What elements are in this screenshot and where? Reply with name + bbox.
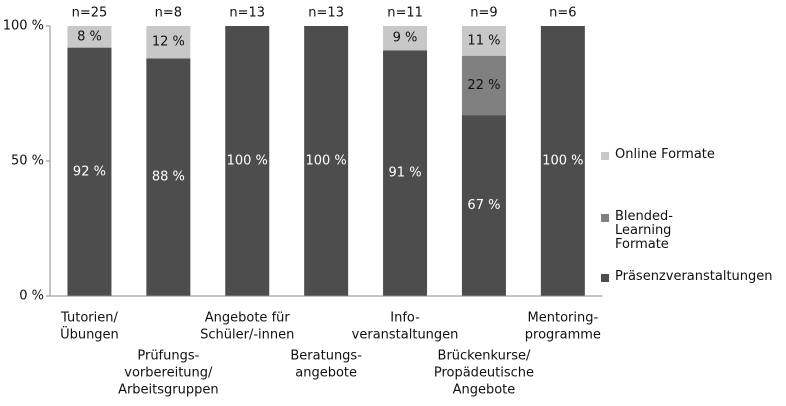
x-tick-label: Übungen bbox=[60, 326, 119, 343]
legend-item: Präsenzveranstaltungen bbox=[598, 270, 785, 284]
bar-segment bbox=[540, 26, 585, 296]
value-label: 22 % bbox=[467, 78, 500, 93]
n-label: n=13 bbox=[229, 6, 265, 21]
x-tick-label: Angebote für bbox=[205, 311, 291, 326]
bar-segment bbox=[146, 58, 191, 297]
legend-swatch bbox=[601, 152, 609, 160]
x-tick-label: Propädeutische bbox=[434, 366, 534, 381]
value-label: 67 % bbox=[467, 198, 500, 213]
legend-label: Präsenzveranstaltungen bbox=[615, 269, 773, 284]
value-label: 11 % bbox=[467, 33, 500, 48]
x-tick-label: Info- bbox=[390, 311, 420, 326]
x-tick-label: Brückenkurse/ bbox=[438, 349, 531, 364]
bar-segment bbox=[67, 47, 112, 296]
legend-swatch bbox=[601, 274, 609, 282]
legend-label: Blended-Learning Formate bbox=[615, 209, 673, 252]
bar-segment bbox=[383, 50, 428, 296]
y-tick-label: 100 % bbox=[3, 19, 44, 34]
bar-segment bbox=[67, 26, 112, 48]
x-tick-label: angebote bbox=[295, 366, 357, 381]
bar-segment bbox=[461, 26, 506, 56]
bar-segment bbox=[225, 26, 270, 296]
value-label: 100 % bbox=[227, 154, 268, 169]
n-label: n=11 bbox=[387, 6, 423, 21]
value-label: 91 % bbox=[389, 166, 422, 181]
value-label: 88 % bbox=[152, 170, 185, 185]
n-label: n=9 bbox=[470, 6, 497, 21]
x-tick-label: Prüfungs- bbox=[137, 349, 199, 364]
value-label: 8 % bbox=[77, 29, 102, 44]
x-tick-label: Beratungs- bbox=[290, 349, 362, 364]
value-label: 12 % bbox=[152, 35, 185, 50]
x-tick-label: Angebote bbox=[453, 383, 516, 398]
x-tick-label: veranstaltungen bbox=[352, 328, 459, 343]
legend-item: Online Formate bbox=[598, 148, 785, 162]
x-tick-label: Mentoring- bbox=[528, 311, 599, 326]
bar-segment bbox=[304, 26, 349, 296]
n-label: n=8 bbox=[155, 6, 182, 21]
x-tick-label: Schüler/-innen bbox=[200, 328, 294, 343]
x-tick-label: Tutorien/ bbox=[60, 311, 118, 326]
bar-segment bbox=[383, 26, 428, 51]
value-label: 100 % bbox=[542, 154, 583, 169]
x-tick-label: Arbeitsgruppen bbox=[118, 383, 219, 398]
bar-segment bbox=[461, 115, 506, 296]
n-label: n=25 bbox=[72, 6, 108, 21]
value-label: 100 % bbox=[305, 154, 346, 169]
legend-item: Blended-Learning Formate bbox=[598, 210, 725, 252]
value-label: 92 % bbox=[73, 164, 106, 179]
value-label: 9 % bbox=[393, 31, 418, 46]
legend-label: Online Formate bbox=[615, 147, 715, 162]
y-tick-label: 0 % bbox=[19, 289, 44, 304]
n-label: n=13 bbox=[308, 6, 344, 21]
bar-segment bbox=[146, 26, 191, 59]
n-label: n=6 bbox=[549, 6, 576, 21]
y-tick-label: 50 % bbox=[11, 154, 44, 169]
legend-swatch bbox=[601, 214, 609, 222]
x-tick-label: vorbereitung/ bbox=[124, 366, 213, 381]
x-tick-label: programme bbox=[525, 328, 601, 343]
bar-segment bbox=[461, 55, 506, 116]
